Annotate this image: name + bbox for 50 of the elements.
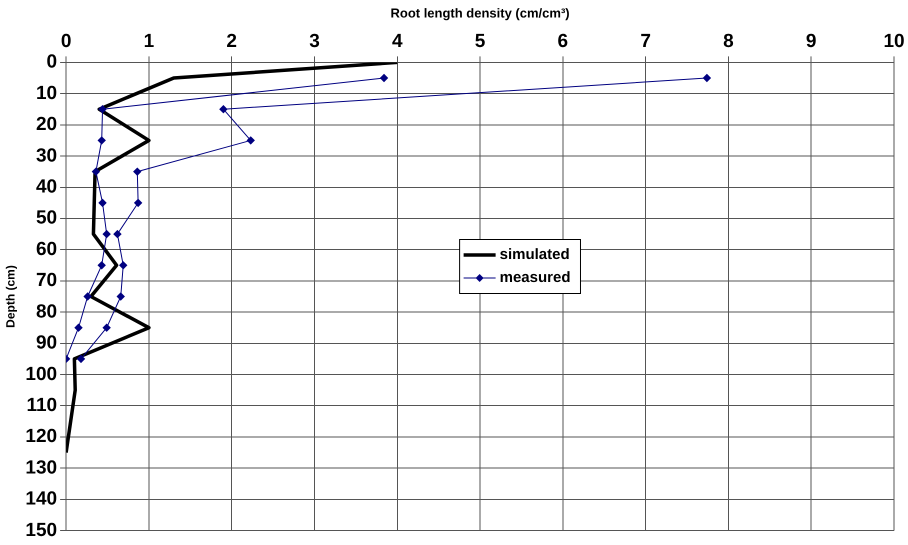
y-tick-label: 60 <box>36 238 58 260</box>
y-tick-label: 0 <box>46 52 58 73</box>
point <box>246 136 255 144</box>
point <box>98 136 106 144</box>
point <box>113 230 122 238</box>
y-tick-label: 50 <box>36 208 58 229</box>
y-axis-title: Depth (cm) <box>4 265 18 328</box>
y-tick-label: 100 <box>25 364 58 385</box>
y-tick-label: 30 <box>36 145 58 166</box>
x-tick-label: 0 <box>60 31 72 52</box>
point <box>119 261 128 270</box>
point <box>380 74 388 82</box>
point <box>134 198 142 207</box>
y-tick-label: 20 <box>36 114 58 136</box>
y-tick-label: 40 <box>36 176 58 198</box>
y-tick-label: 130 <box>25 457 58 478</box>
y-tick-label: 150 <box>25 520 58 541</box>
point <box>102 230 111 238</box>
x-tick-label: 8 <box>723 31 734 52</box>
point <box>133 168 142 176</box>
y-tick-label: 90 <box>36 332 58 354</box>
point <box>92 168 100 176</box>
point <box>98 261 106 270</box>
x-tick-label: 2 <box>226 31 237 52</box>
legend-label: measured <box>500 269 570 286</box>
y-tick-label: 10 <box>36 82 58 104</box>
x-tick-label: 10 <box>883 31 905 52</box>
x-axis-title: Root length density (cm/cm³) <box>390 5 570 20</box>
y-tick-label: 80 <box>36 301 58 322</box>
x-tick-label: 5 <box>474 31 486 52</box>
point <box>74 324 83 332</box>
y-tick-label: 140 <box>25 488 58 510</box>
legend-label: simulated <box>500 246 570 264</box>
x-tick-label: 4 <box>392 31 403 52</box>
point <box>77 354 86 363</box>
point <box>116 292 125 300</box>
y-tick-label: 110 <box>26 394 58 416</box>
point <box>98 105 107 114</box>
x-tick-label: 1 <box>144 31 155 52</box>
point <box>219 105 228 114</box>
x-tick-label: 3 <box>309 31 320 52</box>
point <box>102 324 111 332</box>
y-tick-label: 120 <box>25 426 58 448</box>
point <box>84 292 92 300</box>
y-tick-label: 70 <box>36 270 58 292</box>
x-tick-label: 9 <box>806 31 816 52</box>
point <box>702 74 711 82</box>
point <box>98 198 107 207</box>
x-tick-label: 6 <box>558 31 568 52</box>
x-tick-label: 7 <box>640 31 651 52</box>
